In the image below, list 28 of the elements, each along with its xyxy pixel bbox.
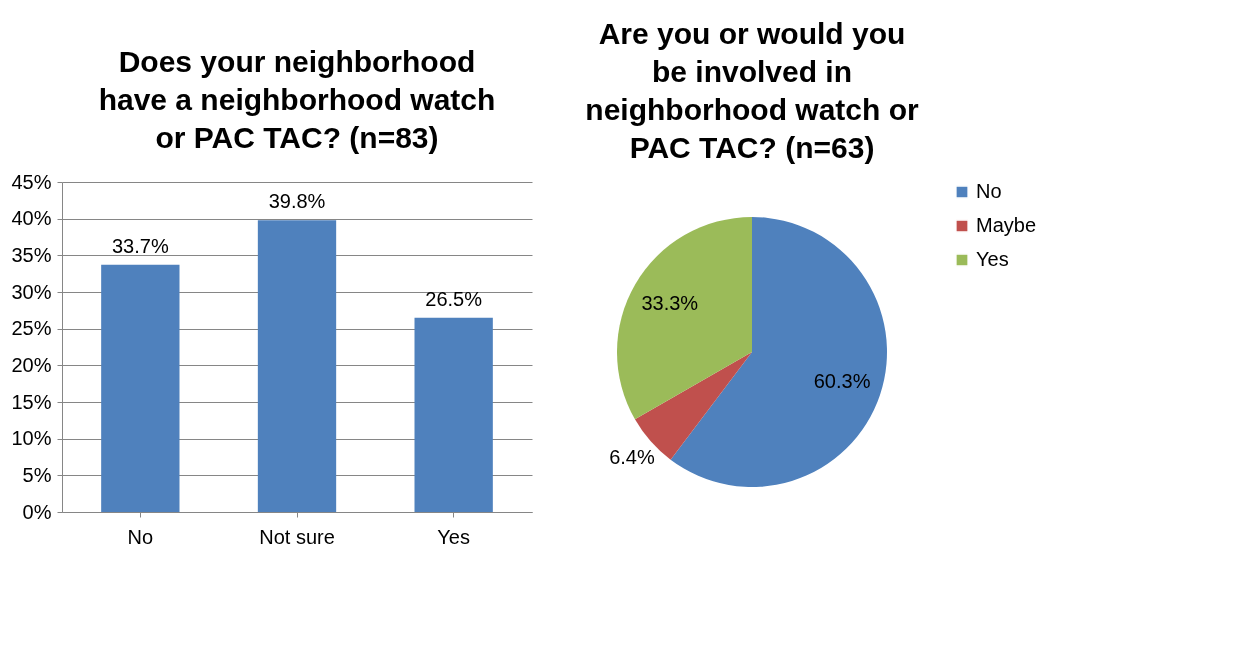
legend-label: Yes — [976, 248, 1009, 270]
x-tick-label: Not sure — [259, 525, 335, 548]
data-label: 33.7% — [111, 234, 169, 257]
bar — [414, 317, 493, 512]
legend-label: No — [976, 180, 1002, 202]
data-label: 39.8% — [268, 190, 326, 213]
y-tick-label: 45% — [11, 170, 52, 193]
y-tick-label: 10% — [11, 427, 52, 450]
data-label: 6.4% — [609, 445, 655, 468]
y-tick-label: 5% — [22, 463, 52, 486]
chart-title: Does your neighborhood have a neighborhood watch or PAC TAC? (n=83) — [98, 45, 496, 154]
y-tick-label: 25% — [11, 317, 52, 340]
y-tick-label: 35% — [11, 243, 52, 266]
bar — [101, 264, 180, 512]
y-tick-label: 30% — [11, 280, 52, 303]
bar — [257, 220, 337, 512]
y-tick-label: 20% — [11, 353, 52, 376]
x-tick-label: No — [127, 525, 154, 548]
x-tick-label: Yes — [437, 525, 470, 548]
data-label: 60.3% — [813, 370, 871, 393]
y-tick-label: 40% — [11, 207, 52, 230]
pie-slice — [617, 217, 752, 420]
y-tick-label: 0% — [22, 500, 52, 523]
data-label: 26.5% — [425, 287, 483, 310]
legend-label: Maybe — [976, 214, 1037, 236]
y-tick-label: 15% — [11, 390, 52, 413]
data-label: 33.3% — [641, 292, 699, 315]
chart-title: Are you or would you be involved in neighborhood watch or PAC TAC? (n=63) — [585, 17, 919, 164]
